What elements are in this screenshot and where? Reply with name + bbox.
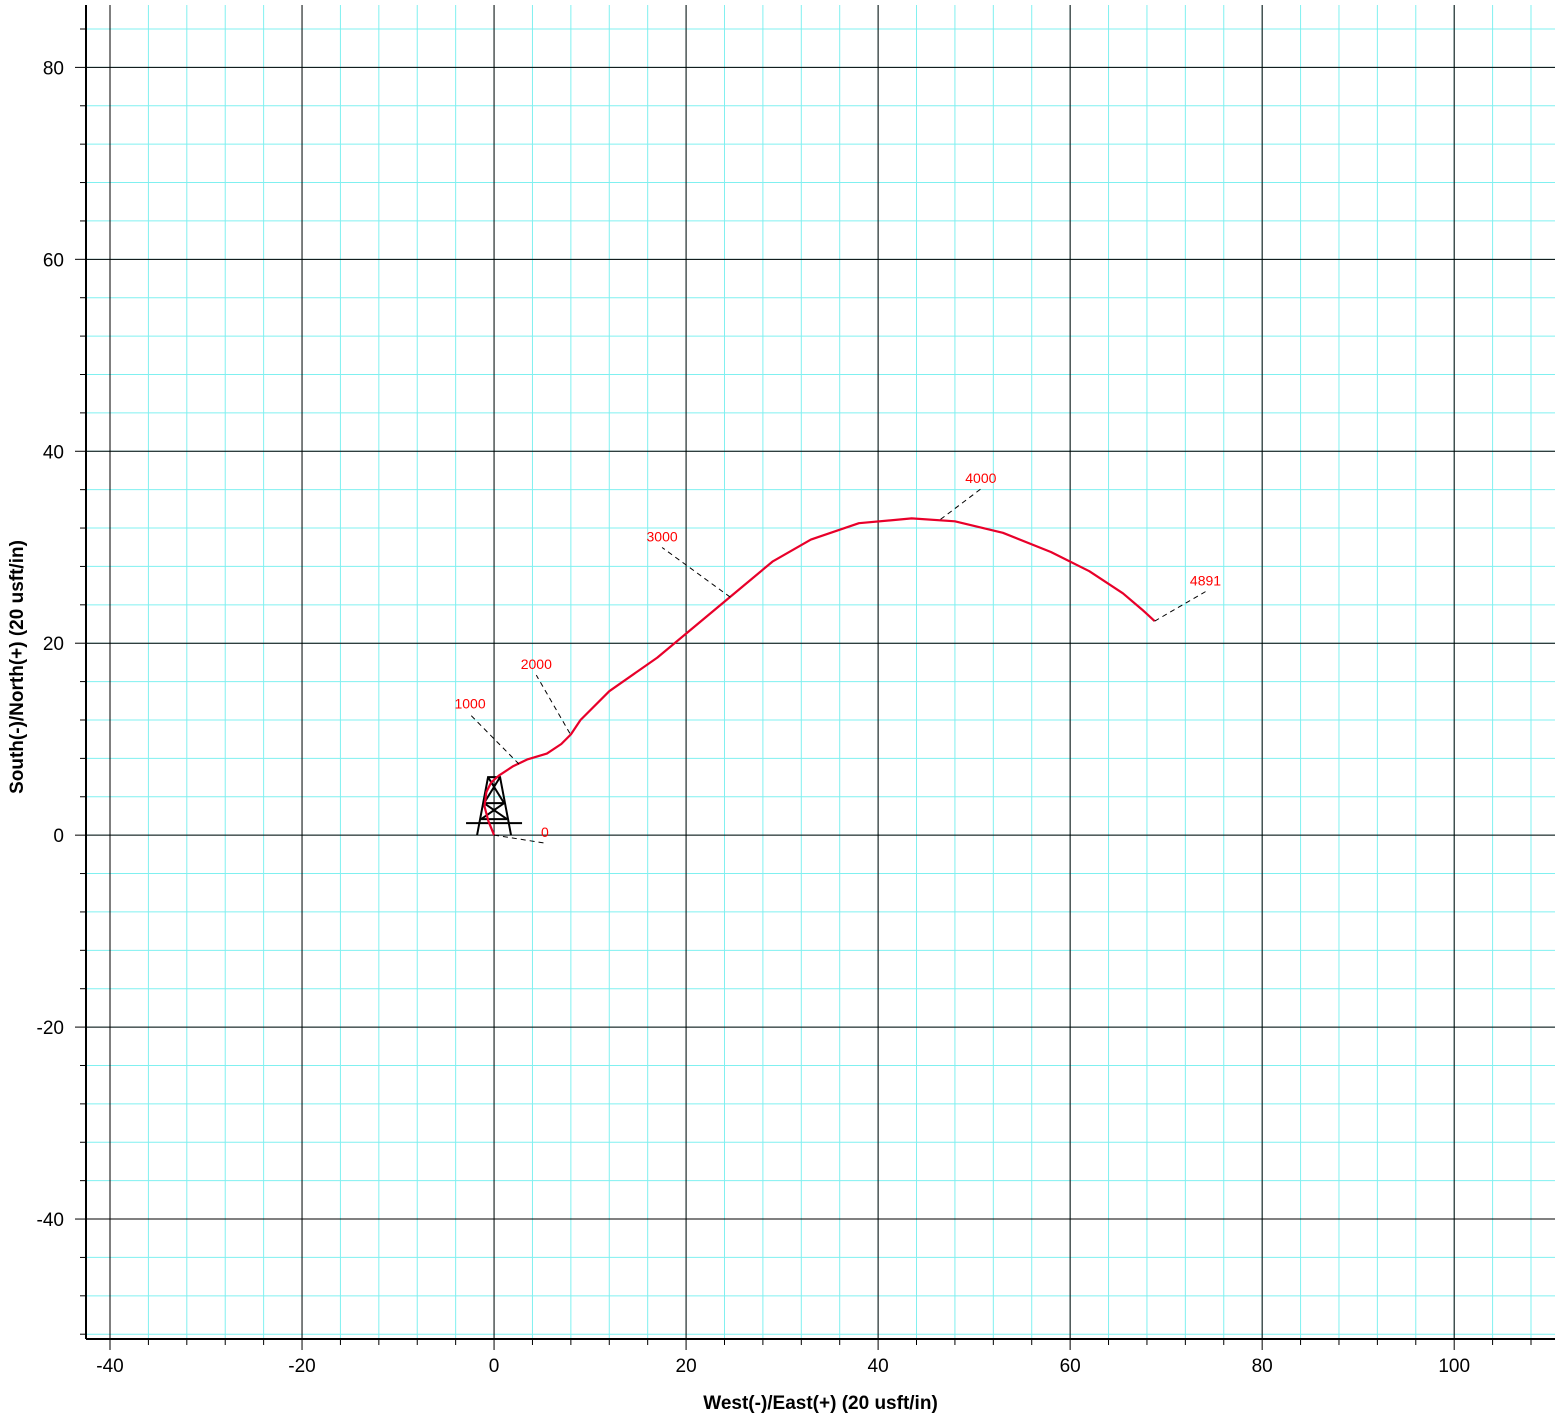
md-leader-line — [1154, 591, 1206, 622]
tick-labels: -40 -20 0 20 40 60 80 100 -40 -20 0 20 40 60 80 — [37, 58, 1471, 1377]
axes — [85, 5, 1555, 1340]
md-label: 3000 — [647, 528, 678, 544]
trajectory-series — [483, 517, 1156, 836]
x-tick-label: 20 — [676, 1356, 697, 1377]
md-leader-line — [661, 547, 731, 598]
md-annotation: 3000 — [647, 528, 731, 598]
x-tick-label: 60 — [1060, 1356, 1081, 1377]
x-tick-label: 0 — [489, 1356, 500, 1377]
y-tick-label: 40 — [43, 442, 64, 463]
x-tick-label: -40 — [96, 1356, 123, 1377]
md-label: 4000 — [965, 470, 996, 486]
x-tick-label: 40 — [868, 1356, 889, 1377]
y-tick-label: 20 — [43, 634, 64, 655]
y-tick-label: -40 — [37, 1210, 64, 1231]
major-grid — [86, 5, 1555, 1339]
rig-brace — [483, 776, 501, 804]
y-tick-label: 60 — [43, 250, 64, 271]
x-tick-label: 100 — [1438, 1356, 1470, 1377]
rig-brace — [480, 802, 505, 820]
md-label: 4891 — [1190, 573, 1221, 589]
md-label: 2000 — [521, 656, 552, 672]
ticks — [75, 28, 1532, 1350]
md-annotation: 0 — [493, 824, 549, 844]
md-leader-line — [493, 834, 546, 844]
md-leader-line — [535, 674, 571, 734]
rig-brace — [483, 802, 508, 820]
y-tick-label: -20 — [37, 1018, 64, 1039]
x-axis-title: West(-)/East(+) (20 usft/in) — [703, 1393, 938, 1414]
md-annotation: 4000 — [940, 470, 997, 520]
md-leader-line — [469, 714, 520, 765]
y-tick-label: 80 — [43, 58, 64, 79]
md-leader-line — [940, 488, 982, 520]
x-tick-label: -20 — [288, 1356, 315, 1377]
md-annotations: 0 1000 2000 3000 4000 4891 — [454, 470, 1221, 844]
md-annotation: 1000 — [454, 695, 520, 765]
rig-frame — [476, 776, 513, 836]
md-annotation: 4891 — [1154, 573, 1221, 622]
minor-grid — [86, 5, 1555, 1339]
x-tick-label: 80 — [1252, 1356, 1273, 1377]
y-axis-title: South(-)/North(+) (20 usft/in) — [7, 540, 28, 794]
y-tick-label: 0 — [53, 826, 64, 847]
trajectory-line — [483, 517, 1156, 836]
md-label: 1000 — [454, 695, 485, 711]
md-annotation: 2000 — [521, 656, 571, 734]
md-label: 0 — [541, 824, 549, 840]
